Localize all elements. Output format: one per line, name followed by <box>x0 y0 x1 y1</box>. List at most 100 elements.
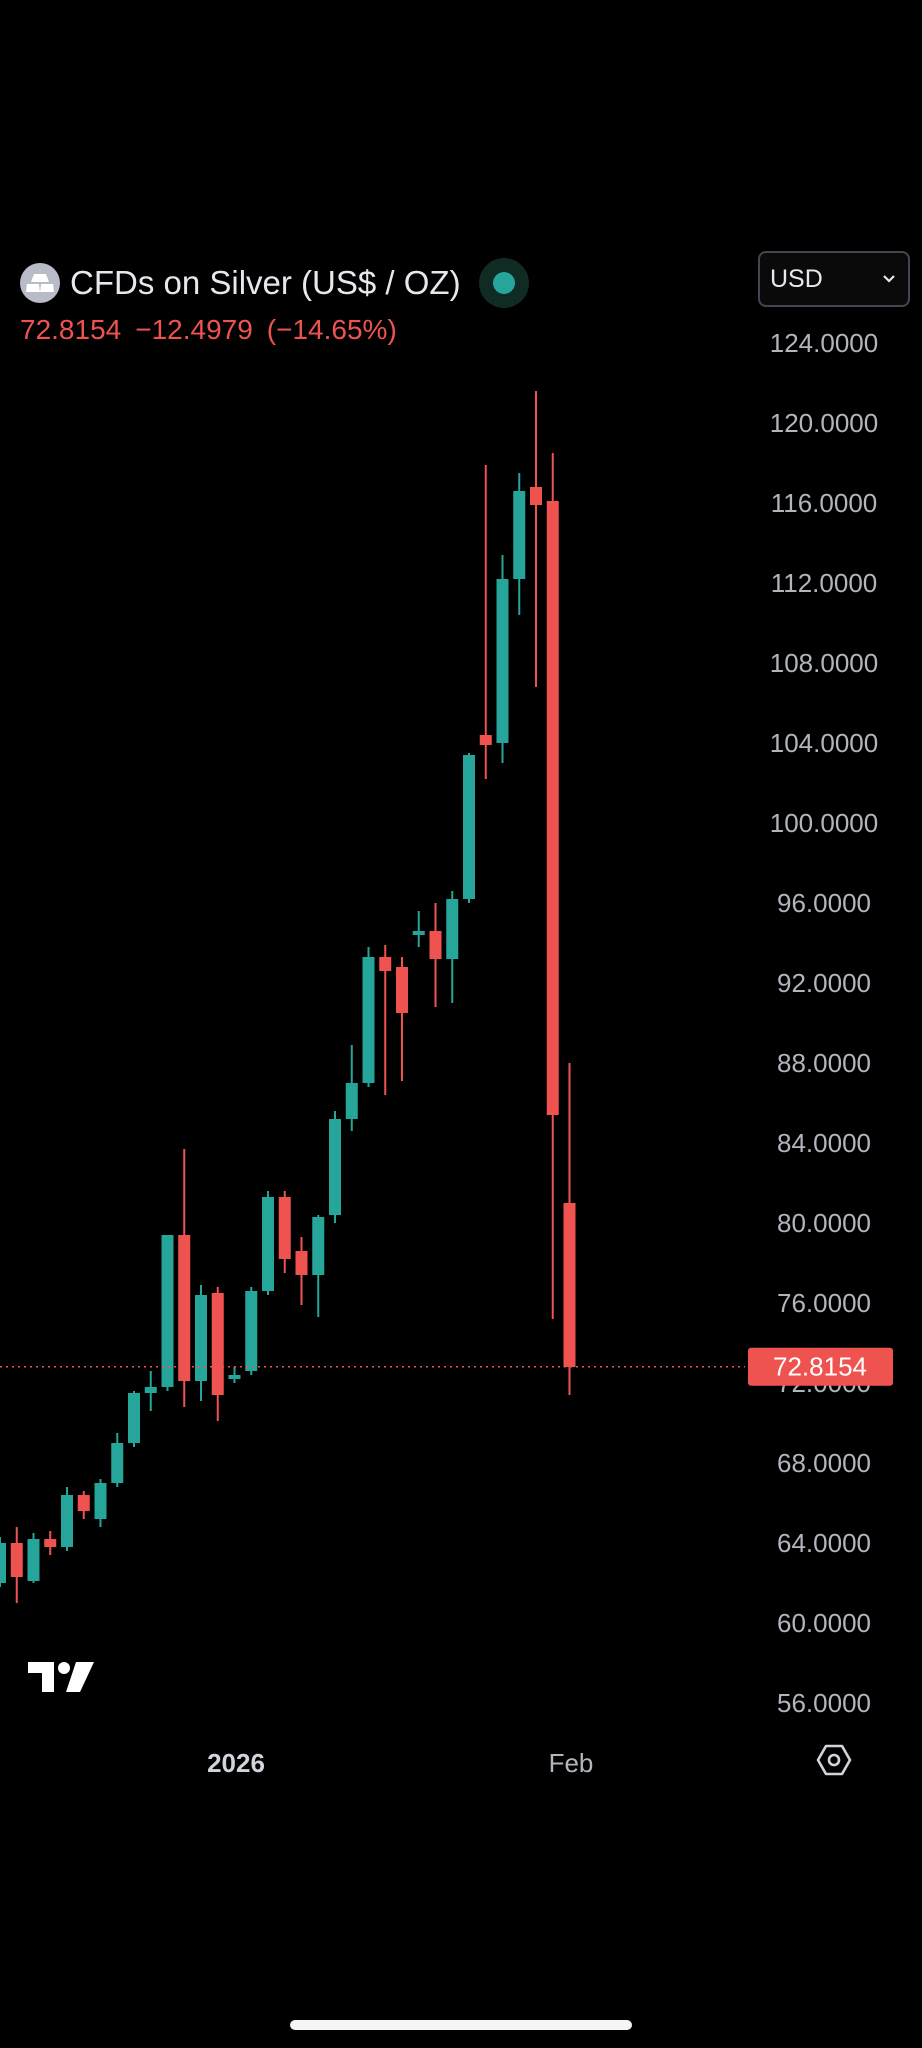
market-open-dot-icon <box>492 272 515 294</box>
candle[interactable] <box>44 1531 57 1555</box>
candle[interactable] <box>379 945 392 1095</box>
candle-body <box>312 1217 325 1275</box>
last-price-badge-box <box>748 1347 893 1386</box>
candle[interactable] <box>262 1191 274 1295</box>
price-change: −12.4979 <box>135 314 253 345</box>
candle-body <box>111 1443 124 1483</box>
candle[interactable] <box>496 555 509 763</box>
candle[interactable] <box>211 1287 224 1421</box>
candle[interactable] <box>530 391 542 687</box>
candle[interactable] <box>61 1487 73 1551</box>
candle[interactable] <box>329 1111 341 1223</box>
last-price: 72.8154 <box>20 314 122 345</box>
y-tick-label: 68.0000 <box>777 1448 871 1478</box>
candle[interactable] <box>295 1237 308 1305</box>
candle[interactable] <box>10 1527 23 1603</box>
candle[interactable] <box>77 1491 90 1519</box>
symbol-header[interactable]: CFDs on Silver (US$ / OZ) <box>20 258 529 308</box>
candle[interactable] <box>563 1063 576 1395</box>
candle-body <box>94 1483 107 1519</box>
candle-body <box>27 1539 40 1581</box>
candle-body <box>396 967 408 1013</box>
candle[interactable] <box>345 1045 358 1131</box>
x-tick-label: 2026 <box>207 1748 265 1778</box>
candle-body <box>278 1197 291 1259</box>
candle-body <box>513 491 526 579</box>
candle-body <box>10 1543 23 1577</box>
candle-body <box>195 1295 207 1381</box>
candle-body <box>245 1291 258 1371</box>
candle-body <box>262 1197 274 1291</box>
candle-body <box>530 487 542 505</box>
candle[interactable] <box>0 1537 6 1587</box>
market-status[interactable] <box>478 258 529 308</box>
candle-body <box>496 579 509 743</box>
chevron-down-icon <box>883 275 895 283</box>
time-axis[interactable]: 2026 Feb <box>207 1748 593 1778</box>
candle[interactable] <box>429 903 442 1007</box>
last-price-badge: 72.8154 <box>773 1352 867 1382</box>
silver-bars-icon <box>20 263 60 303</box>
candle[interactable] <box>178 1149 191 1407</box>
candle[interactable] <box>27 1533 40 1583</box>
candles-layer <box>0 391 576 1603</box>
candle[interactable] <box>94 1479 107 1527</box>
y-tick-label: 80.0000 <box>777 1208 871 1238</box>
y-tick-label: 76.0000 <box>777 1288 871 1318</box>
candle[interactable] <box>396 957 408 1081</box>
candle-body <box>144 1387 157 1393</box>
y-tick-label: 124.0000 <box>770 328 878 358</box>
y-tick-label: 120.0000 <box>770 408 878 438</box>
candle[interactable] <box>128 1391 140 1447</box>
candle[interactable] <box>513 473 526 615</box>
y-tick-label: 96.0000 <box>777 888 871 918</box>
quote-row: 72.8154 −12.4979 (−14.65%) <box>20 314 411 346</box>
tradingview-logo-icon[interactable] <box>26 1660 96 1694</box>
y-tick-label: 88.0000 <box>777 1048 871 1078</box>
candle-body <box>228 1375 241 1379</box>
candle-body <box>546 501 559 1115</box>
home-indicator <box>290 2020 632 2030</box>
candle-body <box>429 931 442 959</box>
candle[interactable] <box>479 465 492 779</box>
candle[interactable] <box>463 753 475 903</box>
settings-hexagon-icon[interactable] <box>816 1742 852 1778</box>
symbol-title: CFDs on Silver (US$ / OZ) <box>70 264 461 301</box>
candle-body <box>128 1393 140 1443</box>
y-tick-label: 56.0000 <box>777 1688 871 1718</box>
candle-body <box>0 1543 6 1583</box>
candle[interactable] <box>161 1235 174 1391</box>
candle-body <box>479 735 492 745</box>
currency-select[interactable]: USD <box>758 251 910 307</box>
candle[interactable] <box>546 453 559 1319</box>
candle[interactable] <box>312 1215 325 1317</box>
candle[interactable] <box>412 911 425 947</box>
currency-value: USD <box>770 264 823 293</box>
candle-body <box>77 1495 90 1511</box>
candle[interactable] <box>144 1371 157 1411</box>
candle-body <box>44 1539 57 1547</box>
price-chart[interactable]: 124.0000 120.0000 116.0000 112.0000 108.0000… <box>0 0 922 1800</box>
x-tick-label: Feb <box>549 1748 594 1778</box>
candle[interactable] <box>111 1433 124 1487</box>
candle-body <box>412 931 425 935</box>
candle-body <box>345 1083 358 1119</box>
candle-body <box>379 957 392 971</box>
y-tick-label: 60.0000 <box>777 1608 871 1638</box>
candle[interactable] <box>362 947 375 1087</box>
y-tick-label: 100.0000 <box>770 808 878 838</box>
y-tick-label: 104.0000 <box>770 728 878 758</box>
candle[interactable] <box>195 1285 207 1401</box>
candle-body <box>211 1293 224 1395</box>
y-tick-label: 84.0000 <box>777 1128 871 1158</box>
price-axis[interactable]: 124.0000 120.0000 116.0000 112.0000 108.0000… <box>770 328 878 1718</box>
y-tick-label: 92.0000 <box>777 968 871 998</box>
candle[interactable] <box>228 1367 241 1383</box>
y-tick-label: 116.0000 <box>771 488 878 518</box>
candle[interactable] <box>278 1191 291 1273</box>
candle-body <box>295 1251 308 1275</box>
candle[interactable] <box>245 1287 258 1375</box>
y-tick-label: 108.0000 <box>770 648 878 678</box>
candle-body <box>178 1235 191 1381</box>
candle[interactable] <box>446 891 459 1003</box>
